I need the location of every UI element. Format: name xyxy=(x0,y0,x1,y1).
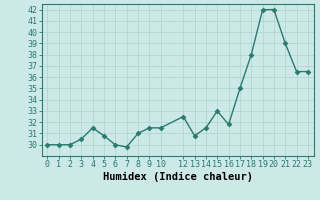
X-axis label: Humidex (Indice chaleur): Humidex (Indice chaleur) xyxy=(103,172,252,182)
